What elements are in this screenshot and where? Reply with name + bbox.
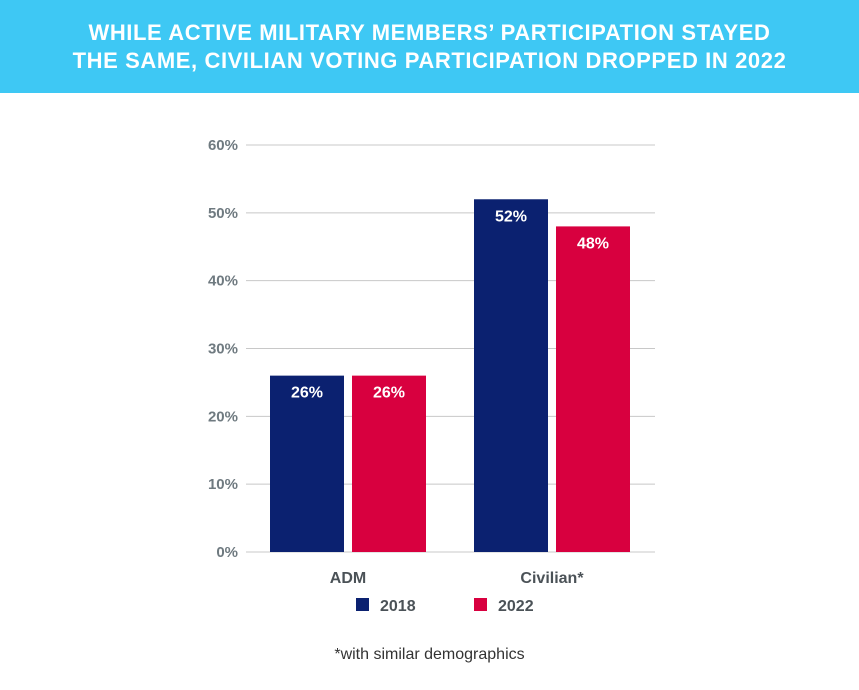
data-label: 26% [373, 385, 405, 402]
x-category-label: Civilian* [520, 570, 584, 587]
x-category-label: ADM [330, 570, 366, 587]
bar-civilian-2022 [556, 226, 630, 552]
y-tick-label: 60% [208, 137, 238, 154]
y-axis-ticks: 0% 10% 20% 30% 40% 50% 60% [208, 137, 238, 561]
y-tick-label: 30% [208, 341, 238, 358]
bar-chart: 0% 10% 20% 30% 40% 50% 60% 26% 26% 52% 48% ADM Civ… [208, 137, 655, 615]
y-tick-label: 40% [208, 273, 238, 290]
y-tick-label: 50% [208, 205, 238, 222]
chart-title-line-1: WHILE ACTIVE MILITARY MEMBERS’ PARTICIPA… [88, 19, 771, 45]
legend-swatch-2018 [356, 598, 369, 611]
x-axis-categories: ADM Civilian* [330, 570, 585, 587]
data-label: 48% [577, 235, 609, 252]
data-label: 26% [291, 385, 323, 402]
y-tick-label: 0% [216, 544, 238, 561]
chart-title-line-2: THE SAME, CIVILIAN VOTING PARTICIPATION … [72, 47, 787, 73]
legend-label-2018: 2018 [380, 598, 416, 615]
data-label: 52% [495, 208, 527, 225]
y-tick-label: 10% [208, 476, 238, 493]
legend-swatch-2022 [474, 598, 487, 611]
bars: 26% 26% 52% 48% [270, 199, 630, 552]
bar-adm-2022 [352, 375, 426, 552]
y-tick-label: 20% [208, 408, 238, 425]
footnote: *with similar demographics [334, 646, 525, 663]
bar-adm-2018 [270, 375, 344, 552]
title-banner: WHILE ACTIVE MILITARY MEMBERS’ PARTICIPA… [0, 0, 859, 93]
legend: 2018 2022 [356, 598, 534, 615]
bar-civilian-2018 [474, 199, 548, 552]
legend-label-2022: 2022 [498, 598, 534, 615]
